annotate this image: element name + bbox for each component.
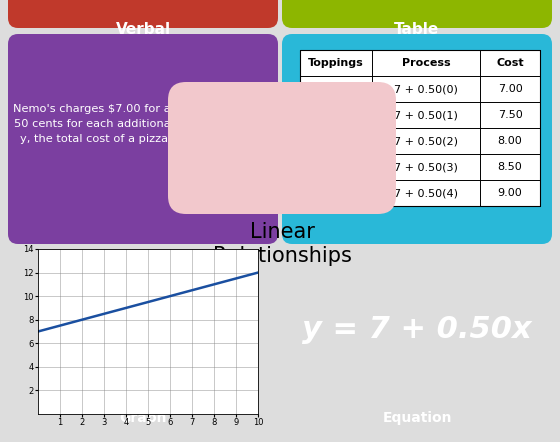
Text: Linear
Relationships: Linear Relationships <box>213 221 352 267</box>
Text: 8.00: 8.00 <box>498 136 522 146</box>
Text: Cost: Cost <box>496 58 524 68</box>
Text: 7 + 0.50(1): 7 + 0.50(1) <box>394 110 458 120</box>
FancyBboxPatch shape <box>8 0 278 28</box>
Text: 7 + 0.50(2): 7 + 0.50(2) <box>394 136 458 146</box>
Text: 7.00: 7.00 <box>498 84 522 94</box>
Text: Table: Table <box>394 23 440 38</box>
Text: 2: 2 <box>333 136 339 146</box>
Text: 9.00: 9.00 <box>498 188 522 198</box>
FancyBboxPatch shape <box>300 50 540 206</box>
FancyBboxPatch shape <box>168 82 396 214</box>
Text: Toppings: Toppings <box>308 58 364 68</box>
Text: 3: 3 <box>333 162 339 172</box>
Text: y = 7 + 0.50x: y = 7 + 0.50x <box>302 315 532 343</box>
Text: 8.50: 8.50 <box>498 162 522 172</box>
Text: Graph: Graph <box>119 411 167 425</box>
FancyBboxPatch shape <box>8 34 278 244</box>
Text: Equation: Equation <box>382 411 452 425</box>
Text: 0: 0 <box>333 84 339 94</box>
Text: Process: Process <box>402 58 450 68</box>
Text: 7.50: 7.50 <box>498 110 522 120</box>
Text: Nemo's charges $7.00 for a cheese pizza and
50 cents for each additional topping: Nemo's charges $7.00 for a cheese pizza … <box>13 104 273 144</box>
Text: 7 + 0.50(4): 7 + 0.50(4) <box>394 188 458 198</box>
Text: 1: 1 <box>333 110 339 120</box>
Text: 7 + 0.50(0): 7 + 0.50(0) <box>394 84 458 94</box>
Text: 7 + 0.50(3): 7 + 0.50(3) <box>394 162 458 172</box>
Text: Verbal: Verbal <box>115 23 171 38</box>
FancyBboxPatch shape <box>282 34 552 244</box>
Text: 4: 4 <box>333 188 339 198</box>
FancyBboxPatch shape <box>282 0 552 28</box>
